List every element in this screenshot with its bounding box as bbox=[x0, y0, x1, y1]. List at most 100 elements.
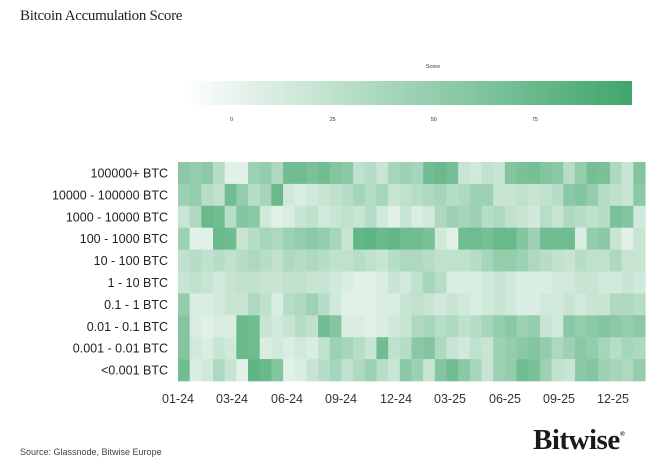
heatmap-cell bbox=[388, 271, 401, 294]
heatmap-cell bbox=[364, 162, 378, 185]
heatmap-cell bbox=[609, 249, 623, 272]
heatmap-cell bbox=[493, 359, 506, 382]
heatmap-cell bbox=[224, 315, 237, 338]
heatmap-cell bbox=[598, 162, 611, 185]
heatmap-cell bbox=[563, 162, 576, 185]
heatmap-cell bbox=[213, 359, 226, 382]
heatmap-cell bbox=[574, 337, 588, 360]
heatmap-cell bbox=[423, 271, 436, 294]
heatmap-cell bbox=[236, 162, 249, 185]
heatmap-cell bbox=[178, 205, 191, 228]
heatmap-cell bbox=[528, 293, 541, 316]
heatmap-cell bbox=[528, 359, 541, 382]
heatmap-cell bbox=[598, 183, 611, 207]
heatmap-cell bbox=[434, 249, 448, 272]
heatmap-cell bbox=[574, 162, 588, 185]
heatmap-cell bbox=[388, 162, 401, 185]
heatmap-cell bbox=[446, 315, 459, 338]
heatmap-cell bbox=[399, 162, 413, 185]
heatmap-cell bbox=[236, 249, 249, 272]
heatmap-cell bbox=[469, 162, 483, 185]
heatmap-cell bbox=[528, 162, 541, 185]
colorbar-tick-label: 0 bbox=[230, 117, 233, 123]
heatmap-cell bbox=[259, 271, 272, 294]
heatmap-cell bbox=[306, 249, 319, 272]
heatmap-cell bbox=[621, 293, 634, 316]
heatmap-cell bbox=[224, 205, 237, 228]
heatmap-cell bbox=[539, 183, 553, 207]
heatmap-cell bbox=[376, 249, 389, 272]
heatmap-cell bbox=[411, 249, 424, 272]
row-label: 1000 - 10000 BTC bbox=[66, 210, 168, 224]
heatmap-cell bbox=[236, 205, 249, 228]
heatmap-cell bbox=[224, 337, 237, 360]
heatmap-cell bbox=[399, 249, 413, 272]
heatmap-cell bbox=[458, 205, 471, 228]
heatmap-cell bbox=[609, 271, 623, 294]
heatmap-cell bbox=[399, 227, 413, 250]
heatmap-cell bbox=[201, 205, 214, 228]
heatmap-cell bbox=[633, 205, 646, 228]
heatmap-cell bbox=[259, 315, 272, 338]
heatmap-cell bbox=[271, 162, 284, 185]
colorbar-tick-label: 50 bbox=[431, 117, 437, 123]
heatmap-cell bbox=[621, 249, 634, 272]
heatmap-cell bbox=[516, 205, 529, 228]
heatmap-cell bbox=[411, 315, 424, 338]
heatmap-cell bbox=[481, 183, 494, 207]
heatmap-cell bbox=[481, 227, 494, 250]
heatmap-cell bbox=[201, 271, 214, 294]
heatmap-cell bbox=[376, 271, 389, 294]
heatmap-cell bbox=[434, 271, 448, 294]
heatmap-cell bbox=[388, 293, 401, 316]
heatmap-cell bbox=[516, 183, 529, 207]
heatmap-cell bbox=[423, 293, 436, 316]
heatmap-cell bbox=[609, 315, 623, 338]
heatmap-cell bbox=[318, 293, 331, 316]
heatmap-cell bbox=[481, 271, 494, 294]
heatmap-cell bbox=[376, 227, 389, 250]
heatmap-cell bbox=[399, 359, 413, 382]
heatmap-cell bbox=[458, 271, 471, 294]
heatmap-cell bbox=[411, 337, 424, 360]
heatmap-cell bbox=[248, 359, 261, 382]
heatmap-cell bbox=[224, 359, 237, 382]
heatmap-cell bbox=[248, 315, 261, 338]
heatmap-cell bbox=[411, 271, 424, 294]
heatmap-row bbox=[178, 227, 646, 250]
heatmap-cell bbox=[469, 293, 483, 316]
heatmap-cell bbox=[294, 162, 308, 185]
heatmap-row bbox=[178, 162, 646, 185]
heatmap-row bbox=[178, 183, 646, 207]
heatmap-cell bbox=[633, 249, 646, 272]
heatmap-cell bbox=[201, 227, 214, 250]
heatmap-cell bbox=[189, 315, 202, 338]
heatmap-cell bbox=[201, 249, 214, 272]
heatmap-cell bbox=[341, 315, 354, 338]
heatmap-cell bbox=[446, 183, 459, 207]
heatmap-cell bbox=[364, 315, 378, 338]
heatmap-cell bbox=[178, 227, 191, 250]
heatmap-cell bbox=[294, 293, 308, 316]
heatmap-cell bbox=[189, 337, 202, 360]
heatmap-cell bbox=[528, 205, 541, 228]
heatmap-cell bbox=[423, 249, 436, 272]
heatmap-row bbox=[178, 205, 646, 228]
heatmap-cell bbox=[259, 183, 272, 207]
heatmap-cell bbox=[271, 227, 284, 250]
colorbar bbox=[183, 81, 632, 105]
heatmap-cell bbox=[271, 315, 284, 338]
heatmap-cell bbox=[621, 315, 634, 338]
heatmap-cell bbox=[224, 227, 237, 250]
heatmap-cell bbox=[563, 205, 576, 228]
heatmap-cell bbox=[574, 227, 588, 250]
heatmap-cell bbox=[481, 359, 494, 382]
heatmap-cell bbox=[364, 205, 378, 228]
heatmap-cell bbox=[341, 227, 354, 250]
heatmap-cell bbox=[598, 249, 611, 272]
heatmap-cell bbox=[189, 271, 202, 294]
heatmap-row bbox=[178, 359, 646, 382]
heatmap-cell bbox=[294, 183, 308, 207]
heatmap-cell bbox=[364, 271, 378, 294]
colorbar-tick-label: 25 bbox=[330, 117, 336, 123]
